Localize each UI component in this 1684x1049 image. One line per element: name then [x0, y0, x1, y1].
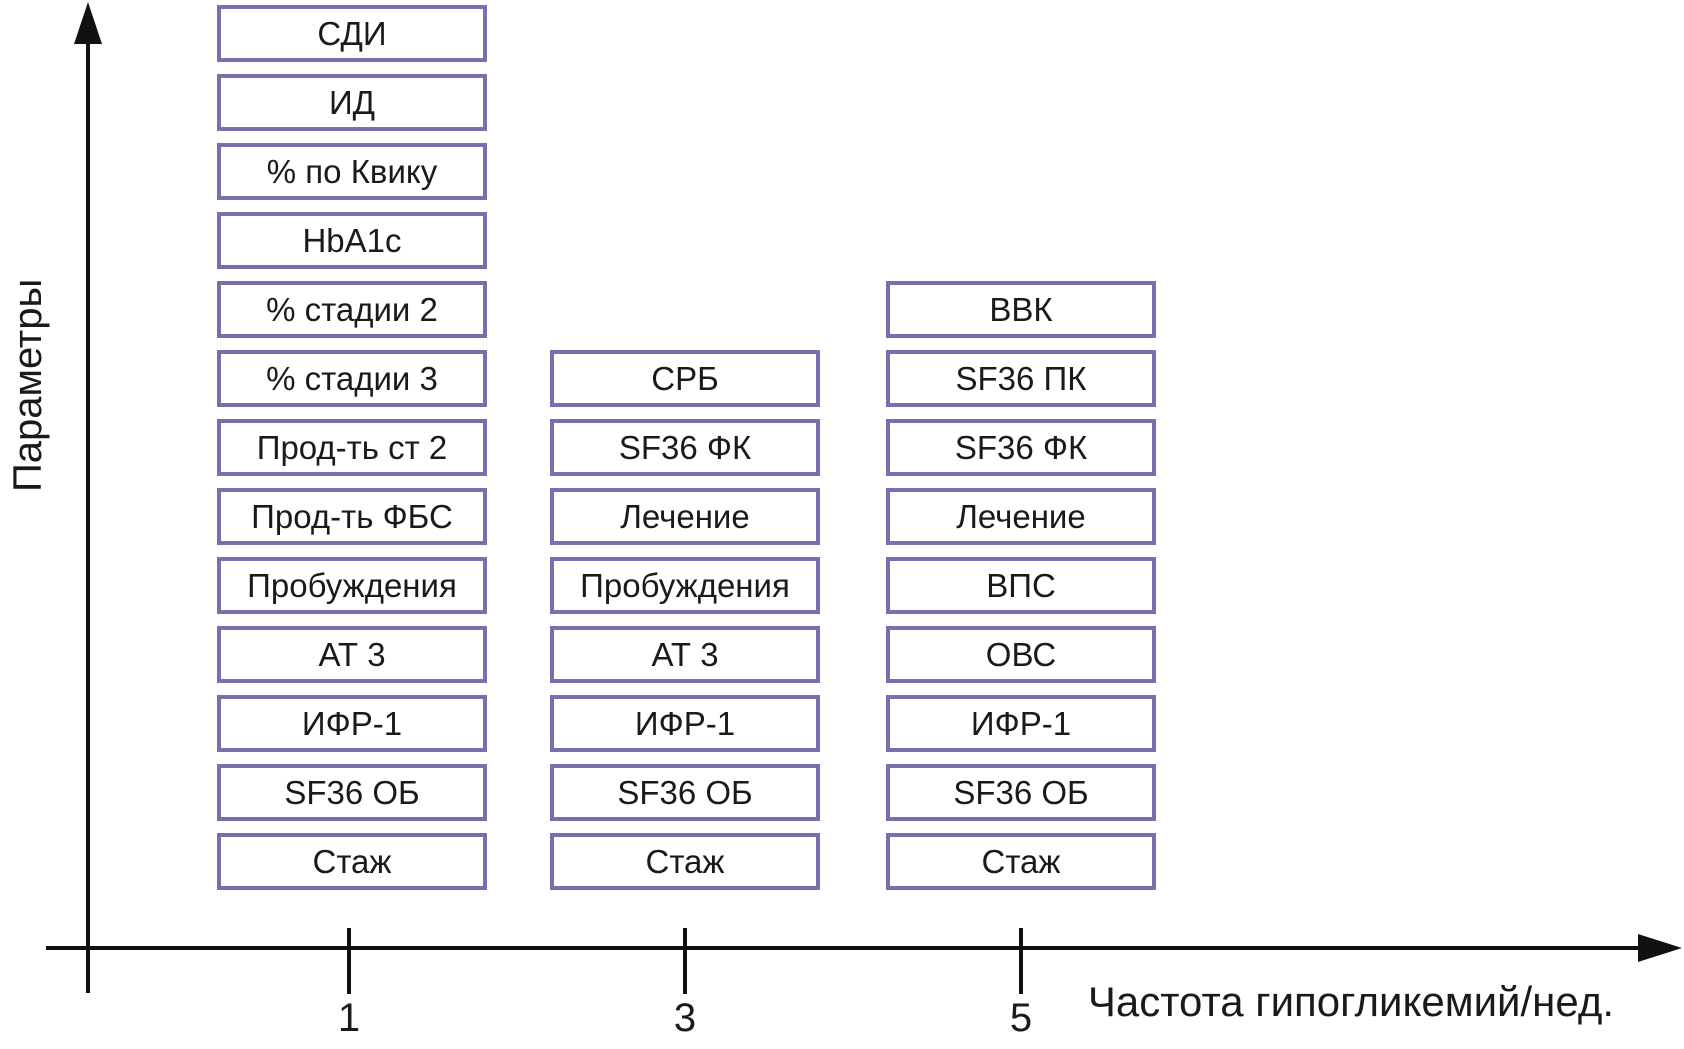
- x-tick-label: 3: [673, 996, 697, 1040]
- y-axis-arrowhead-icon: [74, 2, 102, 44]
- x-tick: [347, 928, 351, 994]
- param-box: Стаж: [217, 833, 487, 890]
- param-box: SF36 ОБ: [217, 764, 487, 821]
- param-box: Лечение: [550, 488, 820, 545]
- param-box: SF36 ФК: [886, 419, 1156, 476]
- param-box: АТ 3: [550, 626, 820, 683]
- x-axis-arrowhead-icon: [1638, 934, 1682, 962]
- x-axis-title: Частота гипогликемий/нед.: [1087, 978, 1614, 1025]
- x-tick: [683, 928, 687, 994]
- y-axis: [86, 30, 90, 993]
- param-box: АТ 3: [217, 626, 487, 683]
- param-box: СДИ: [217, 5, 487, 62]
- param-box: ВПС: [886, 557, 1156, 614]
- param-column-x3: СРБ SF36 ФК Лечение Пробуждения АТ 3 ИФР-1 SF3…: [550, 350, 820, 890]
- param-box: ВВК: [886, 281, 1156, 338]
- param-box: Лечение: [886, 488, 1156, 545]
- param-box: % по Квику: [217, 143, 487, 200]
- param-box: SF36 ОБ: [886, 764, 1156, 821]
- param-box: SF36 ОБ: [550, 764, 820, 821]
- param-box: ИД: [217, 74, 487, 131]
- x-tick-label: 1: [337, 996, 361, 1040]
- param-box: Прод-ть ФБС: [217, 488, 487, 545]
- y-axis-title: Параметры: [6, 278, 50, 492]
- param-box: ОВС: [886, 626, 1156, 683]
- param-column-x1: СДИ ИД % по Квику HbA1c % стадии 2 % стадии 3…: [217, 5, 487, 890]
- x-axis: [46, 946, 1646, 950]
- param-box: % стадии 2: [217, 281, 487, 338]
- param-box: ИФР-1: [550, 695, 820, 752]
- param-box: ИФР-1: [886, 695, 1156, 752]
- param-box: Стаж: [550, 833, 820, 890]
- param-box: Пробуждения: [217, 557, 487, 614]
- param-box: SF36 ПК: [886, 350, 1156, 407]
- x-tick: [1019, 928, 1023, 994]
- param-box: Пробуждения: [550, 557, 820, 614]
- param-box: SF36 ФК: [550, 419, 820, 476]
- param-box: ИФР-1: [217, 695, 487, 752]
- param-box: Стаж: [886, 833, 1156, 890]
- param-box: СРБ: [550, 350, 820, 407]
- param-column-x5: ВВК SF36 ПК SF36 ФК Лечение ВПС ОВС ИФР-1 SF36 …: [886, 281, 1156, 890]
- param-box: Прод-ть ст 2: [217, 419, 487, 476]
- x-tick-label: 5: [1009, 996, 1033, 1040]
- param-box: HbA1c: [217, 212, 487, 269]
- param-box: % стадии 3: [217, 350, 487, 407]
